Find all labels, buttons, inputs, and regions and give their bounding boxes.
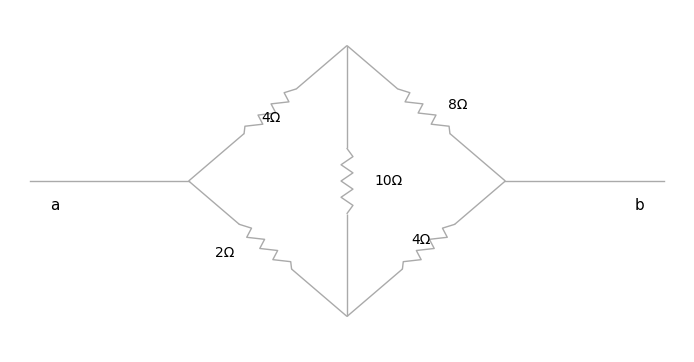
Text: 8Ω: 8Ω: [448, 98, 467, 112]
Text: 2Ω: 2Ω: [215, 246, 235, 260]
Text: 4Ω: 4Ω: [412, 233, 431, 247]
Text: 10Ω: 10Ω: [375, 174, 403, 188]
Text: b: b: [635, 198, 645, 214]
Text: 4Ω: 4Ω: [261, 111, 280, 125]
Text: a: a: [50, 198, 59, 214]
